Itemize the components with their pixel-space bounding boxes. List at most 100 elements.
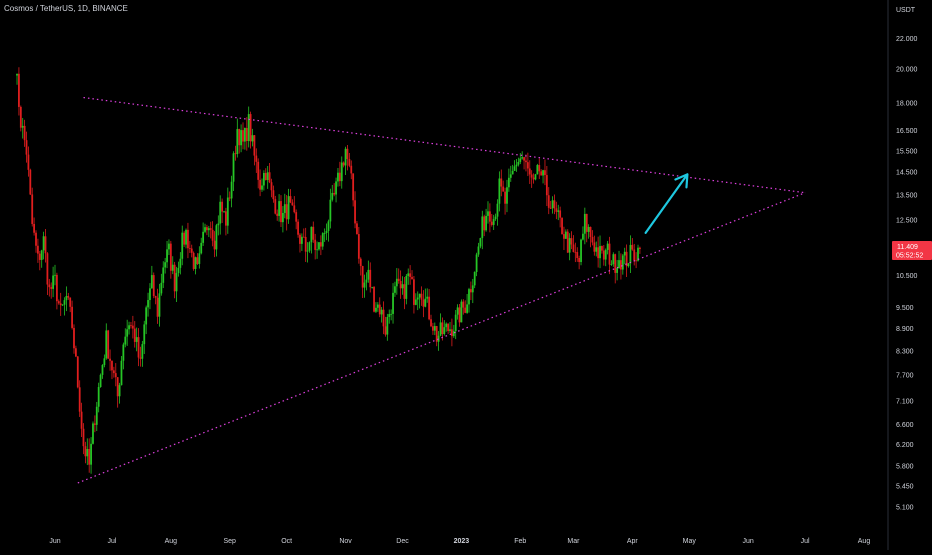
- candle: [623, 247, 626, 265]
- candle: [99, 373, 102, 388]
- candle-body: [308, 242, 311, 251]
- annotations-layer[interactable]: [77, 96, 806, 484]
- candle-body: [346, 148, 349, 160]
- price-tick-label: 22.000: [896, 36, 918, 43]
- chart-title: Cosmos / TetherUS, 1D, BINANCE: [4, 4, 128, 13]
- candle: [67, 292, 70, 300]
- price-tick-label: 6.200: [896, 442, 914, 449]
- candle-body: [454, 314, 457, 332]
- candle-body: [234, 153, 237, 155]
- time-tick-label: May: [683, 538, 697, 545]
- candle: [356, 221, 358, 235]
- candle: [181, 225, 184, 266]
- candle: [449, 321, 451, 334]
- candle: [281, 206, 284, 233]
- candle-body: [525, 160, 527, 163]
- candle-body: [574, 251, 577, 253]
- lower-trendline[interactable]: [77, 192, 806, 484]
- candle: [462, 299, 465, 315]
- candle-body: [67, 296, 70, 298]
- candle-body: [190, 248, 193, 253]
- candle-body: [152, 275, 155, 296]
- candle-body: [557, 210, 560, 212]
- candle: [319, 235, 322, 256]
- candle: [314, 233, 317, 260]
- candle-body: [54, 274, 56, 276]
- candle: [418, 293, 421, 309]
- candle: [361, 265, 364, 299]
- candle-body: [568, 238, 571, 253]
- candle: [71, 300, 73, 330]
- candle: [479, 237, 482, 249]
- candle-body: [23, 125, 26, 141]
- candle-body: [283, 204, 286, 213]
- candle-body: [150, 275, 153, 289]
- candle: [84, 441, 87, 464]
- candle-body: [112, 370, 115, 374]
- candle: [295, 209, 298, 230]
- candle: [65, 286, 68, 312]
- candle: [386, 313, 389, 341]
- candle: [202, 222, 205, 246]
- candle: [458, 303, 461, 327]
- candle-body: [426, 296, 429, 299]
- price-axis[interactable]: USDT 22.000 20.000 18.000 16.500 15.500 14.500…: [887, 0, 932, 550]
- candle-body: [604, 249, 607, 260]
- candle-body: [580, 239, 582, 263]
- candle: [473, 271, 476, 289]
- candle-body: [526, 162, 529, 169]
- candle-body: [409, 273, 412, 277]
- price-tick-label: 16.500: [896, 128, 918, 135]
- candle: [42, 231, 45, 260]
- candle: [223, 210, 225, 213]
- candle: [318, 242, 320, 251]
- candle: [33, 217, 36, 236]
- candle-body: [623, 251, 626, 256]
- candle: [490, 213, 493, 227]
- candle: [154, 295, 157, 305]
- candle: [580, 238, 582, 266]
- candle: [359, 257, 362, 276]
- candle: [536, 163, 539, 175]
- candle-body: [242, 130, 244, 142]
- candle: [92, 421, 94, 445]
- candle: [559, 206, 562, 228]
- time-axis[interactable]: Jun Jul Aug Sep Oct Nov Dec 2023 Feb Mar Apr May Jun…: [49, 538, 870, 545]
- candle-body: [175, 273, 178, 292]
- candle-body: [16, 73, 18, 76]
- candle: [116, 377, 119, 408]
- candle: [363, 274, 366, 298]
- candle: [369, 262, 372, 293]
- candle-body: [131, 325, 134, 329]
- candle-body: [135, 337, 138, 342]
- candle: [544, 159, 546, 186]
- candle: [394, 281, 396, 297]
- candle: [494, 213, 497, 221]
- candle-body: [411, 276, 413, 280]
- candle-body: [614, 254, 617, 273]
- candle-body: [498, 178, 501, 204]
- candle: [357, 226, 360, 264]
- candle: [513, 160, 516, 171]
- candle-body: [390, 313, 393, 315]
- projection-arrow[interactable]: [644, 173, 689, 234]
- last-price-badge[interactable]: 11.409 05:52:52: [892, 241, 932, 261]
- candle: [620, 253, 622, 280]
- candle-body: [561, 217, 563, 235]
- candle-body: [99, 374, 102, 388]
- candle: [551, 196, 554, 214]
- candle: [55, 272, 58, 310]
- candle-body: [280, 201, 282, 223]
- candle-body: [120, 360, 123, 386]
- candle: [259, 169, 261, 197]
- candle-body: [488, 211, 491, 222]
- candle: [35, 230, 37, 253]
- candle-body: [414, 299, 417, 305]
- candle-body: [78, 387, 81, 412]
- candle: [253, 134, 256, 166]
- price-tick-label: 5.100: [896, 505, 914, 512]
- candle-body: [206, 227, 208, 231]
- candle: [293, 196, 296, 214]
